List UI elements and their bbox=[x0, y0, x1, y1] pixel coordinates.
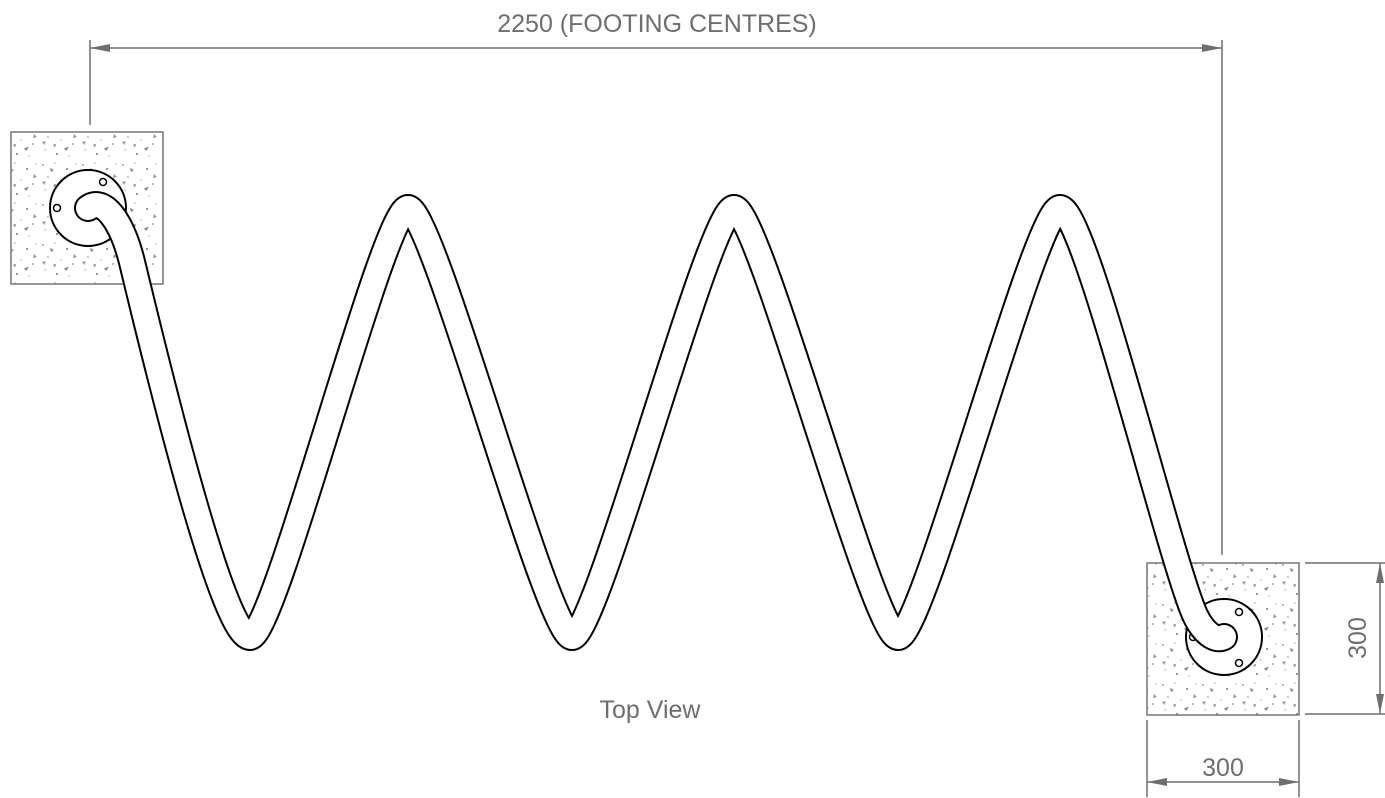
overall-dimension: 2250 (FOOTING CENTRES) bbox=[89, 10, 1223, 555]
dimension-label: 2250 (FOOTING CENTRES) bbox=[497, 10, 817, 38]
dimension-label: 300 bbox=[1202, 754, 1244, 782]
footing-width-dimension: 300 bbox=[1146, 720, 1300, 797]
pipe bbox=[74, 191, 1238, 653]
view-label: Top View bbox=[600, 696, 702, 724]
footing-height-dimension: 300 bbox=[1305, 562, 1385, 715]
dimension-label: 300 bbox=[1344, 617, 1372, 659]
